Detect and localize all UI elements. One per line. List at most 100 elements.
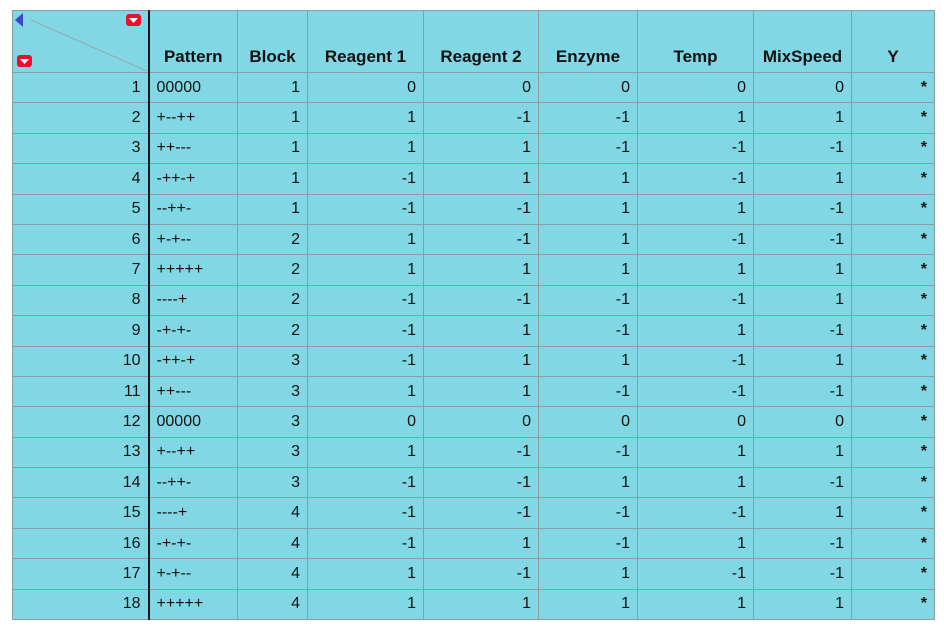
mixspeed-cell[interactable]: 1 — [753, 345, 852, 377]
y-cell[interactable]: * — [851, 254, 935, 286]
enzyme-cell[interactable]: 1 — [538, 254, 638, 286]
column-header-enzyme[interactable]: Enzyme — [538, 10, 638, 73]
temp-cell[interactable]: -1 — [637, 345, 754, 377]
y-cell[interactable]: * — [851, 558, 935, 590]
temp-cell[interactable]: 1 — [637, 102, 754, 134]
temp-cell[interactable]: -1 — [637, 132, 754, 165]
pattern-cell[interactable]: -+-+- — [148, 315, 238, 347]
row-number[interactable]: 6 — [12, 223, 150, 256]
temp-cell[interactable]: -1 — [637, 375, 754, 408]
block-cell[interactable]: 2 — [237, 223, 308, 256]
enzyme-cell[interactable]: 1 — [538, 193, 638, 225]
y-cell[interactable]: * — [851, 315, 935, 347]
y-cell[interactable]: * — [851, 345, 935, 377]
enzyme-cell[interactable]: 0 — [538, 71, 638, 104]
row-number[interactable]: 11 — [12, 375, 150, 408]
temp-cell[interactable]: -1 — [637, 223, 754, 256]
mixspeed-cell[interactable]: -1 — [753, 375, 852, 408]
block-cell[interactable]: 1 — [237, 102, 308, 134]
reagent-1-cell[interactable]: 0 — [307, 406, 424, 438]
temp-cell[interactable]: 1 — [637, 193, 754, 225]
block-cell[interactable]: 2 — [237, 284, 308, 317]
table-row[interactable]: 17 +-+-- 4 1 -1 1 -1 -1 * — [12, 558, 935, 590]
block-cell[interactable]: 1 — [237, 193, 308, 225]
reagent-1-cell[interactable]: -1 — [307, 345, 424, 377]
block-cell[interactable]: 4 — [237, 588, 308, 621]
y-cell[interactable]: * — [851, 497, 935, 529]
mixspeed-cell[interactable]: -1 — [753, 467, 852, 499]
mixspeed-cell[interactable]: 1 — [753, 436, 852, 469]
y-cell[interactable]: * — [851, 588, 935, 621]
mixspeed-cell[interactable]: 0 — [753, 406, 852, 438]
pattern-cell[interactable]: +-+-- — [148, 558, 238, 590]
temp-cell[interactable]: 1 — [637, 254, 754, 286]
reagent-1-cell[interactable]: -1 — [307, 193, 424, 225]
table-row[interactable]: 7 +++++ 2 1 1 1 1 1 * — [12, 254, 935, 286]
pattern-cell[interactable]: -++-+ — [148, 163, 238, 195]
y-cell[interactable]: * — [851, 102, 935, 134]
reagent-2-cell[interactable]: 1 — [423, 345, 539, 377]
temp-cell[interactable]: 1 — [637, 467, 754, 499]
block-cell[interactable]: 3 — [237, 406, 308, 438]
reagent-2-cell[interactable]: -1 — [423, 223, 539, 256]
enzyme-cell[interactable]: -1 — [538, 315, 638, 347]
reagent-1-cell[interactable]: -1 — [307, 467, 424, 499]
mixspeed-cell[interactable]: -1 — [753, 558, 852, 590]
column-header-mixspeed[interactable]: MixSpeed — [753, 10, 852, 73]
temp-cell[interactable]: 1 — [637, 315, 754, 347]
table-row[interactable]: 4 -++-+ 1 -1 1 1 -1 1 * — [12, 163, 935, 195]
row-number[interactable]: 14 — [12, 467, 150, 499]
column-header-temp[interactable]: Temp — [637, 10, 754, 73]
y-cell[interactable]: * — [851, 163, 935, 195]
row-number[interactable]: 3 — [12, 132, 150, 165]
reagent-2-cell[interactable]: -1 — [423, 193, 539, 225]
block-cell[interactable]: 1 — [237, 132, 308, 165]
enzyme-cell[interactable]: -1 — [538, 436, 638, 469]
column-header-pattern[interactable]: Pattern — [148, 10, 238, 73]
mixspeed-cell[interactable]: 1 — [753, 254, 852, 286]
row-number[interactable]: 18 — [12, 588, 150, 621]
table-row[interactable]: 15 ----+ 4 -1 -1 -1 -1 1 * — [12, 497, 935, 529]
enzyme-cell[interactable]: -1 — [538, 375, 638, 408]
y-cell[interactable]: * — [851, 527, 935, 560]
temp-cell[interactable]: -1 — [637, 284, 754, 317]
pattern-cell[interactable]: ++--- — [148, 132, 238, 165]
reagent-1-cell[interactable]: -1 — [307, 163, 424, 195]
block-cell[interactable]: 4 — [237, 527, 308, 560]
pattern-cell[interactable]: 00000 — [148, 406, 238, 438]
mixspeed-cell[interactable]: -1 — [753, 132, 852, 165]
reagent-2-cell[interactable]: 1 — [423, 163, 539, 195]
enzyme-cell[interactable]: -1 — [538, 497, 638, 529]
temp-cell[interactable]: 0 — [637, 406, 754, 438]
column-header-reagent-2[interactable]: Reagent 2 — [423, 10, 539, 73]
enzyme-cell[interactable]: 1 — [538, 558, 638, 590]
block-cell[interactable]: 2 — [237, 315, 308, 347]
enzyme-cell[interactable]: -1 — [538, 102, 638, 134]
reagent-2-cell[interactable]: -1 — [423, 284, 539, 317]
temp-cell[interactable]: 0 — [637, 71, 754, 104]
y-cell[interactable]: * — [851, 467, 935, 499]
pattern-cell[interactable]: +--++ — [148, 436, 238, 469]
temp-cell[interactable]: -1 — [637, 163, 754, 195]
row-number[interactable]: 16 — [12, 527, 150, 560]
row-number[interactable]: 4 — [12, 163, 150, 195]
pattern-cell[interactable]: --++- — [148, 193, 238, 225]
reagent-1-cell[interactable]: 1 — [307, 223, 424, 256]
table-row[interactable]: 12 00000 3 0 0 0 0 0 * — [12, 406, 935, 438]
blue-triangle-left-icon[interactable] — [15, 13, 23, 27]
table-row[interactable]: 14 --++- 3 -1 -1 1 1 -1 * — [12, 467, 935, 499]
column-header-y[interactable]: Y — [851, 10, 935, 73]
columns-menu-icon[interactable] — [126, 14, 141, 26]
block-cell[interactable]: 3 — [237, 436, 308, 469]
y-cell[interactable]: * — [851, 71, 935, 104]
reagent-1-cell[interactable]: 1 — [307, 102, 424, 134]
pattern-cell[interactable]: -+-+- — [148, 527, 238, 560]
row-number[interactable]: 9 — [12, 315, 150, 347]
mixspeed-cell[interactable]: 0 — [753, 71, 852, 104]
y-cell[interactable]: * — [851, 223, 935, 256]
mixspeed-cell[interactable]: 1 — [753, 284, 852, 317]
pattern-cell[interactable]: ----+ — [148, 497, 238, 529]
mixspeed-cell[interactable]: 1 — [753, 588, 852, 621]
enzyme-cell[interactable]: 1 — [538, 223, 638, 256]
mixspeed-cell[interactable]: 1 — [753, 497, 852, 529]
